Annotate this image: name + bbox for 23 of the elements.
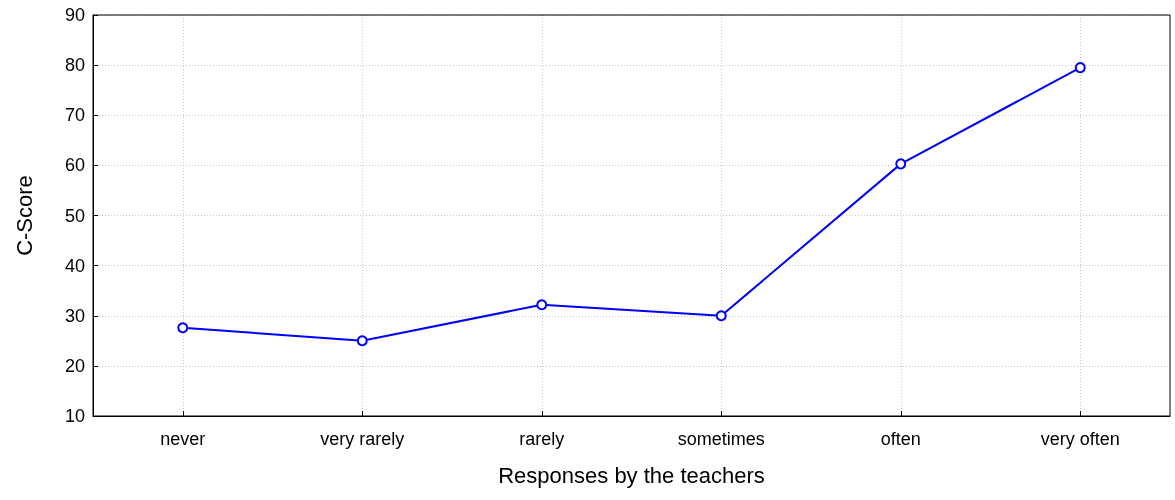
point	[715, 310, 727, 322]
point	[895, 158, 907, 170]
point	[536, 299, 548, 311]
x-tick-label: rarely	[519, 429, 565, 449]
x-axis-title: Responses by the teachers	[498, 462, 765, 488]
y-axis-title: C-Score	[11, 175, 37, 256]
y-tick-label: 10	[64, 406, 85, 426]
y-tick-label: 20	[64, 355, 85, 376]
x-tick-label: never	[160, 429, 206, 449]
y-tick-label: 40	[64, 255, 85, 276]
x-tick-label: very often	[1040, 429, 1120, 449]
x-tick-label: sometimes	[677, 429, 765, 449]
x-tick-label: very rarely	[320, 429, 405, 449]
point	[356, 335, 368, 347]
y-tick-label: 80	[64, 55, 85, 76]
y-tick-label: 30	[64, 305, 85, 326]
x-tick-label: often	[880, 429, 921, 449]
y-tick-label: 90	[64, 5, 85, 25]
y-tick-label: 50	[64, 205, 85, 226]
point	[177, 322, 189, 334]
y-tick-label: 60	[64, 155, 85, 176]
y-tick-label: 70	[64, 105, 85, 126]
point	[1074, 62, 1086, 74]
